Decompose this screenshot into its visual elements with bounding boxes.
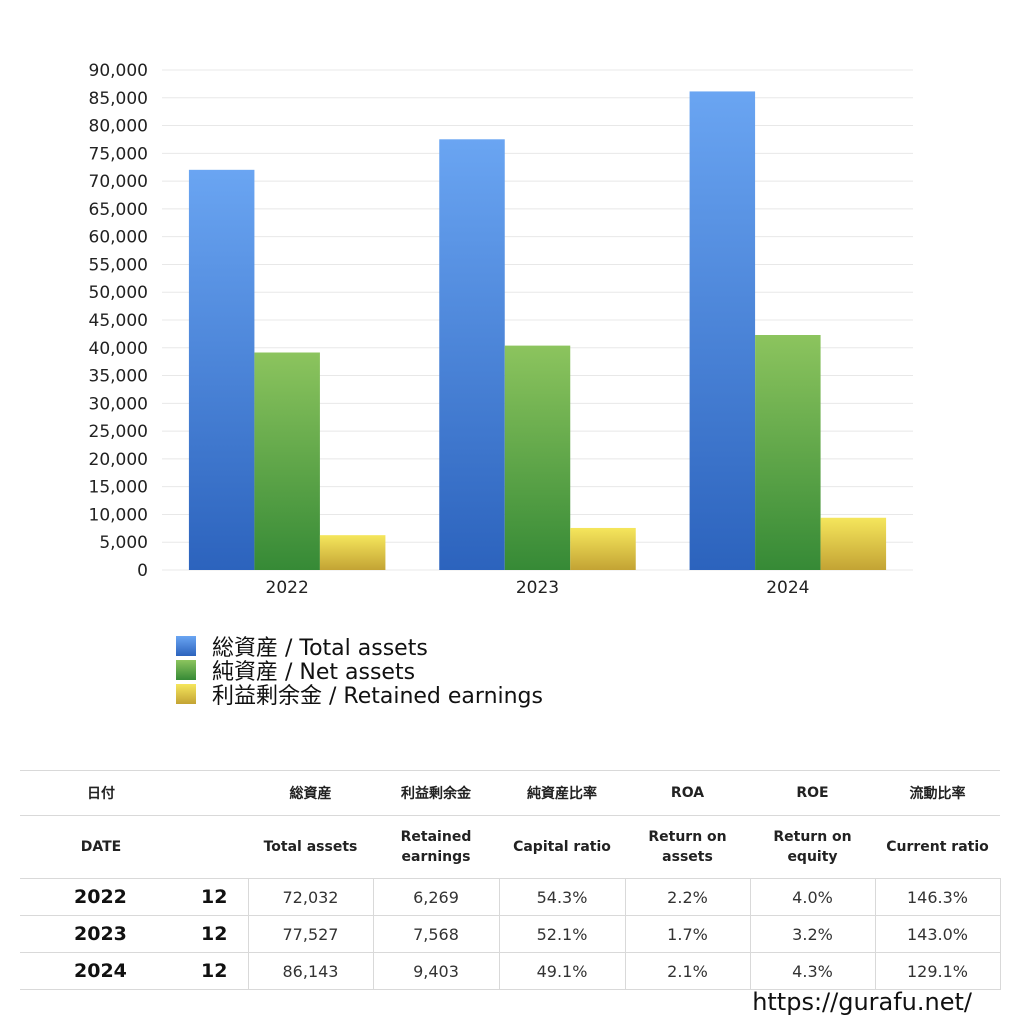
bar-chart: 0 5,000 10,000 15,000 20,000 25,000 30,000 35,0… (89, 61, 913, 598)
table-row: 2024 12 86,143 9,403 49.1% 2.1% 4.3% 129… (20, 952, 1001, 990)
x-tick-label: 2024 (766, 578, 809, 598)
header-return-on-assets-en: Return on assets (625, 815, 750, 879)
y-tick-label: 45,000 (89, 311, 148, 331)
y-tick-label: 60,000 (89, 228, 148, 248)
legend-item-retained-earnings[interactable]: 利益剰余金 / Retained earnings (176, 682, 543, 709)
y-tick-label: 30,000 (89, 394, 148, 414)
header-month-jp (182, 770, 248, 816)
bar-net-assets-2022[interactable] (254, 352, 320, 571)
x-tick-label: 2023 (516, 578, 559, 598)
y-tick-label: 5,000 (99, 533, 148, 553)
financial-summary-table: 日付 総資産 利益剰余金 純資産比率 ROA ROE 流動比率 DATE Tot… (20, 770, 1001, 990)
header-capital-ratio-jp: 純資産比率 (499, 770, 625, 816)
cell-year: 2024 (20, 952, 182, 990)
site-url-link[interactable]: https://gurafu.net/ (752, 988, 972, 1016)
y-tick-label: 80,000 (89, 117, 148, 137)
x-axis-tick-labels: 2022 2023 2024 (266, 578, 810, 598)
header-roe: ROE (750, 770, 875, 816)
legend-item-net-assets[interactable]: 純資産 / Net assets (176, 658, 543, 685)
cell-month: 12 (182, 952, 249, 990)
cell-total-assets: 86,143 (247, 952, 374, 990)
legend-label: 利益剰余金 / Retained earnings (212, 684, 543, 709)
cell-roe: 3.2% (749, 915, 876, 953)
header-date-en: DATE (20, 815, 182, 879)
x-tick-label: 2022 (266, 578, 309, 598)
y-tick-label: 70,000 (89, 172, 148, 192)
y-tick-label: 40,000 (89, 339, 148, 359)
y-tick-label: 55,000 (89, 255, 148, 275)
cell-roe: 4.3% (749, 952, 876, 990)
cell-month: 12 (182, 878, 249, 916)
cell-capital-ratio: 52.1% (498, 915, 626, 953)
cell-current-ratio: 143.0% (874, 915, 1001, 953)
cell-year: 2023 (20, 915, 182, 953)
table-row: 2023 12 77,527 7,568 52.1% 1.7% 3.2% 143… (20, 915, 1001, 953)
y-tick-label: 10,000 (89, 505, 148, 525)
cell-total-assets: 72,032 (247, 878, 374, 916)
table-header-row-jp: 日付 総資産 利益剰余金 純資産比率 ROA ROE 流動比率 (20, 770, 1000, 816)
cell-current-ratio: 146.3% (874, 878, 1001, 916)
header-current-ratio-jp: 流動比率 (875, 770, 1000, 816)
header-total-assets-en: Total assets (248, 815, 373, 879)
header-current-ratio-en: Current ratio (875, 815, 1000, 879)
y-axis-tick-labels: 0 5,000 10,000 15,000 20,000 25,000 30,000 35,0… (89, 61, 148, 581)
legend-swatch-total-assets (176, 636, 196, 656)
bar-retained-earnings-2023[interactable] (570, 527, 636, 570)
header-capital-ratio-en: Capital ratio (499, 815, 625, 879)
legend-swatch-net-assets (176, 660, 196, 680)
table-row: 2022 12 72,032 6,269 54.3% 2.2% 4.0% 146… (20, 878, 1001, 916)
bar-net-assets-2023[interactable] (504, 345, 571, 570)
cell-retained-earnings: 6,269 (372, 878, 500, 916)
cell-total-assets: 77,527 (247, 915, 374, 953)
header-roa: ROA (625, 770, 750, 816)
y-tick-label: 85,000 (89, 89, 148, 109)
bar-retained-earnings-2022[interactable] (319, 535, 386, 570)
legend-item-total-assets[interactable]: 総資産 / Total assets (176, 634, 543, 661)
bar-total-assets-2023[interactable] (439, 139, 505, 571)
cell-capital-ratio: 54.3% (498, 878, 626, 916)
y-tick-label: 25,000 (89, 422, 148, 442)
cell-roa: 1.7% (624, 915, 751, 953)
bar-total-assets-2024[interactable] (689, 91, 756, 570)
legend-swatch-retained-earnings (176, 684, 196, 704)
cell-roa: 2.2% (624, 878, 751, 916)
y-tick-label: 0 (137, 561, 148, 581)
header-retained-earnings-en: Retained earnings (373, 815, 499, 879)
cell-roa: 2.1% (624, 952, 751, 990)
bar-retained-earnings-2024[interactable] (820, 517, 887, 570)
header-retained-earnings-jp: 利益剰余金 (373, 770, 499, 816)
header-return-on-equity-en: Return on equity (750, 815, 875, 879)
cell-capital-ratio: 49.1% (498, 952, 626, 990)
y-tick-label: 20,000 (89, 450, 148, 470)
chart-bars (188, 91, 887, 571)
cell-retained-earnings: 9,403 (372, 952, 500, 990)
cell-year: 2022 (20, 878, 182, 916)
cell-month: 12 (182, 915, 249, 953)
y-tick-label: 50,000 (89, 283, 148, 303)
y-tick-label: 75,000 (89, 144, 148, 164)
header-month-en (182, 815, 248, 879)
cell-roe: 4.0% (749, 878, 876, 916)
bar-net-assets-2024[interactable] (755, 335, 821, 570)
legend-label: 総資産 / Total assets (212, 636, 428, 661)
header-total-assets-jp: 総資産 (248, 770, 373, 816)
cell-current-ratio: 129.1% (874, 952, 1001, 990)
bar-total-assets-2022[interactable] (188, 169, 255, 571)
y-tick-label: 35,000 (89, 367, 148, 387)
table-header-row-en: DATE Total assets Retained earnings Capi… (20, 815, 1000, 879)
y-tick-label: 65,000 (89, 200, 148, 220)
y-tick-label: 15,000 (89, 478, 148, 498)
cell-retained-earnings: 7,568 (372, 915, 500, 953)
chart-legend: 総資産 / Total assets 純資産 / Net assets 利益剰余… (176, 634, 543, 709)
legend-label: 純資産 / Net assets (212, 660, 416, 685)
header-date-jp: 日付 (20, 770, 182, 816)
y-tick-label: 90,000 (89, 61, 148, 81)
